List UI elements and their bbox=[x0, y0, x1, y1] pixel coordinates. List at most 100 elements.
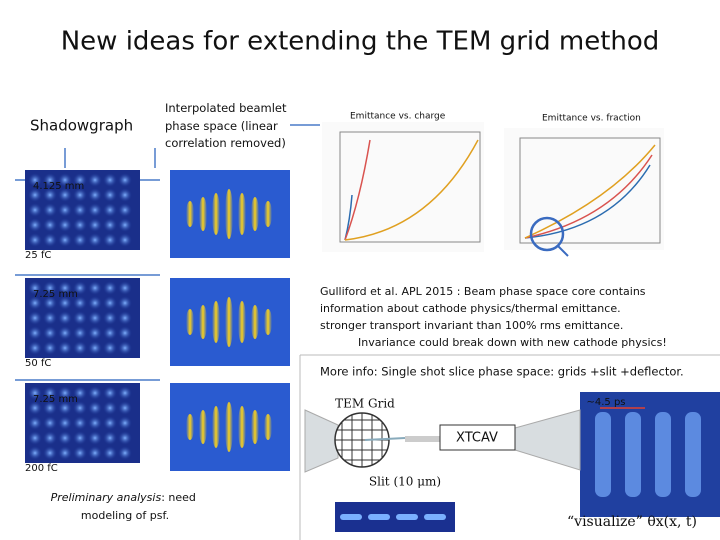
spot bbox=[43, 281, 57, 295]
divider bbox=[299, 354, 720, 540]
spot bbox=[103, 311, 117, 325]
spot bbox=[88, 188, 102, 202]
spot bbox=[73, 233, 87, 247]
spot bbox=[58, 296, 72, 310]
spot bbox=[28, 311, 42, 325]
spot bbox=[43, 296, 57, 310]
spot bbox=[58, 233, 72, 247]
spot bbox=[58, 281, 72, 295]
spot bbox=[73, 311, 87, 325]
spot bbox=[43, 401, 57, 415]
spot bbox=[73, 401, 87, 415]
stripe bbox=[186, 309, 194, 335]
size-label: 4.125 mm bbox=[33, 181, 84, 192]
charge-label: 200 fC bbox=[25, 463, 58, 474]
label: Slit (10 μm) bbox=[369, 475, 441, 489]
stripe bbox=[225, 189, 233, 239]
spot bbox=[88, 218, 102, 232]
spot bbox=[43, 326, 57, 340]
spot bbox=[103, 173, 117, 187]
stripe bbox=[251, 197, 259, 231]
spot bbox=[43, 416, 57, 430]
spot bbox=[103, 281, 117, 295]
spot bbox=[28, 386, 42, 400]
spot bbox=[43, 233, 57, 247]
stripe bbox=[199, 197, 207, 231]
spot bbox=[118, 341, 132, 355]
spot bbox=[118, 188, 132, 202]
spot bbox=[58, 326, 72, 340]
spot bbox=[118, 416, 132, 430]
spot bbox=[73, 446, 87, 460]
spot bbox=[58, 173, 72, 187]
spot bbox=[103, 446, 117, 460]
spot bbox=[88, 431, 102, 445]
spot bbox=[28, 446, 42, 460]
label: ~4.5 ps bbox=[586, 397, 625, 408]
spot bbox=[118, 326, 132, 340]
spot bbox=[73, 281, 87, 295]
spot bbox=[118, 431, 132, 445]
spot bbox=[88, 341, 102, 355]
spot bbox=[88, 326, 102, 340]
spot bbox=[58, 218, 72, 232]
spot bbox=[28, 341, 42, 355]
diagram bbox=[304, 407, 645, 473]
spot bbox=[43, 431, 57, 445]
spot bbox=[103, 326, 117, 340]
spot bbox=[103, 203, 117, 217]
spot bbox=[43, 386, 57, 400]
spot bbox=[103, 431, 117, 445]
spot bbox=[58, 311, 72, 325]
spot bbox=[73, 173, 87, 187]
spot bbox=[88, 281, 102, 295]
spot bbox=[118, 203, 132, 217]
spot bbox=[88, 311, 102, 325]
stripe bbox=[238, 193, 246, 235]
spot bbox=[103, 218, 117, 232]
spot bbox=[28, 281, 42, 295]
spot bbox=[58, 401, 72, 415]
spot bbox=[88, 401, 102, 415]
spot bbox=[118, 173, 132, 187]
spot bbox=[73, 341, 87, 355]
spot bbox=[58, 188, 72, 202]
spot bbox=[88, 173, 102, 187]
spot bbox=[118, 401, 132, 415]
stripe bbox=[212, 301, 220, 343]
spot bbox=[88, 296, 102, 310]
stripe bbox=[212, 193, 220, 235]
spot bbox=[73, 203, 87, 217]
more-info: More info: Single shot slice phase space… bbox=[320, 365, 684, 379]
spot bbox=[88, 416, 102, 430]
spot bbox=[28, 218, 42, 232]
images bbox=[25, 170, 720, 532]
spot bbox=[28, 173, 42, 187]
stripe bbox=[264, 309, 272, 335]
note: Preliminary analysis: need modeling of p… bbox=[51, 491, 200, 522]
stripe bbox=[212, 406, 220, 448]
spot bbox=[73, 326, 87, 340]
spot bbox=[88, 233, 102, 247]
spot bbox=[28, 233, 42, 247]
plot-title: Emittance vs. fraction bbox=[542, 114, 641, 124]
spot bbox=[118, 296, 132, 310]
plot-title: Emittance vs. charge bbox=[350, 112, 446, 122]
plots bbox=[322, 122, 664, 257]
spot bbox=[43, 341, 57, 355]
spot bbox=[43, 218, 57, 232]
streak-band bbox=[625, 412, 641, 497]
stripe bbox=[186, 414, 194, 440]
spot bbox=[43, 188, 57, 202]
spot bbox=[28, 326, 42, 340]
spot bbox=[73, 218, 87, 232]
spot bbox=[118, 233, 132, 247]
stripe bbox=[225, 297, 233, 347]
spot bbox=[88, 446, 102, 460]
stripe bbox=[238, 301, 246, 343]
size-label: 7.25 mm bbox=[33, 394, 78, 405]
spot bbox=[103, 401, 117, 415]
label: TEM Grid bbox=[335, 397, 395, 411]
spot bbox=[118, 446, 132, 460]
